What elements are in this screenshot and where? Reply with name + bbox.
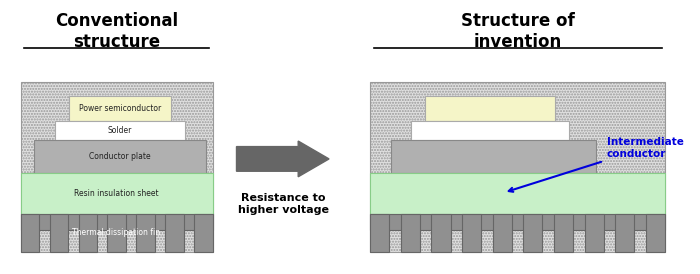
Text: Solder: Solder bbox=[108, 126, 132, 135]
Text: Resistance to
higher voltage: Resistance to higher voltage bbox=[237, 193, 328, 215]
Bar bbox=[20, 214, 213, 230]
Bar bbox=[493, 214, 512, 252]
Text: Conductor plate: Conductor plate bbox=[89, 152, 150, 161]
Bar bbox=[195, 214, 213, 252]
Bar bbox=[108, 214, 125, 252]
Bar bbox=[391, 140, 596, 173]
Bar bbox=[34, 140, 206, 173]
Text: Intermediate
conductor: Intermediate conductor bbox=[509, 137, 684, 192]
Bar bbox=[20, 173, 213, 214]
Bar bbox=[370, 82, 665, 252]
Bar bbox=[20, 214, 38, 252]
Bar bbox=[401, 214, 420, 252]
Text: Resin insulation sheet: Resin insulation sheet bbox=[74, 189, 159, 198]
Bar bbox=[524, 214, 542, 252]
Bar bbox=[584, 214, 603, 252]
Bar bbox=[554, 214, 573, 252]
Bar bbox=[615, 214, 634, 252]
Bar bbox=[387, 189, 552, 196]
Bar bbox=[50, 214, 68, 252]
Bar bbox=[425, 96, 555, 121]
Bar bbox=[431, 214, 451, 252]
Bar bbox=[136, 214, 155, 252]
Text: Thermal dissipation fin: Thermal dissipation fin bbox=[73, 229, 160, 237]
FancyArrow shape bbox=[237, 141, 329, 177]
Bar bbox=[646, 214, 665, 252]
Bar bbox=[165, 214, 183, 252]
Bar bbox=[55, 121, 185, 140]
Bar bbox=[412, 121, 569, 140]
Bar bbox=[370, 214, 665, 230]
Bar bbox=[370, 214, 389, 252]
Text: Power semiconductor: Power semiconductor bbox=[79, 104, 161, 113]
Bar bbox=[20, 82, 213, 252]
Bar bbox=[462, 214, 481, 252]
Text: Structure of
invention: Structure of invention bbox=[461, 12, 575, 51]
Bar bbox=[370, 173, 665, 214]
Bar bbox=[69, 96, 172, 121]
Text: Conventional
structure: Conventional structure bbox=[55, 12, 178, 51]
Bar bbox=[78, 214, 97, 252]
